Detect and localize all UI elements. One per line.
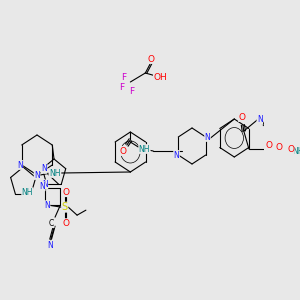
Text: N: N [47, 241, 52, 250]
Text: NH: NH [139, 145, 150, 154]
Text: N: N [34, 170, 40, 179]
Text: N: N [41, 164, 47, 173]
Text: N: N [40, 182, 45, 191]
Text: N: N [257, 116, 263, 124]
Text: F: F [119, 83, 124, 92]
Text: N: N [41, 164, 47, 173]
Text: O: O [287, 146, 294, 154]
Text: NH: NH [292, 147, 300, 156]
Text: S: S [62, 202, 68, 212]
Text: O: O [276, 143, 283, 152]
Text: O: O [62, 219, 69, 228]
Text: N: N [17, 160, 23, 169]
Text: O: O [62, 188, 69, 197]
Text: C: C [49, 219, 54, 228]
Text: F: F [121, 73, 126, 82]
Text: O: O [265, 141, 272, 150]
Text: O: O [147, 55, 154, 64]
Text: O: O [238, 112, 245, 122]
Text: OH: OH [153, 74, 167, 82]
Text: NH: NH [22, 188, 33, 197]
Text: N: N [42, 180, 48, 189]
Text: N: N [174, 151, 179, 160]
Text: N: N [44, 201, 50, 210]
Text: N: N [205, 133, 210, 142]
Text: NH: NH [49, 169, 60, 178]
Text: F: F [130, 88, 135, 97]
Text: O: O [120, 146, 127, 155]
